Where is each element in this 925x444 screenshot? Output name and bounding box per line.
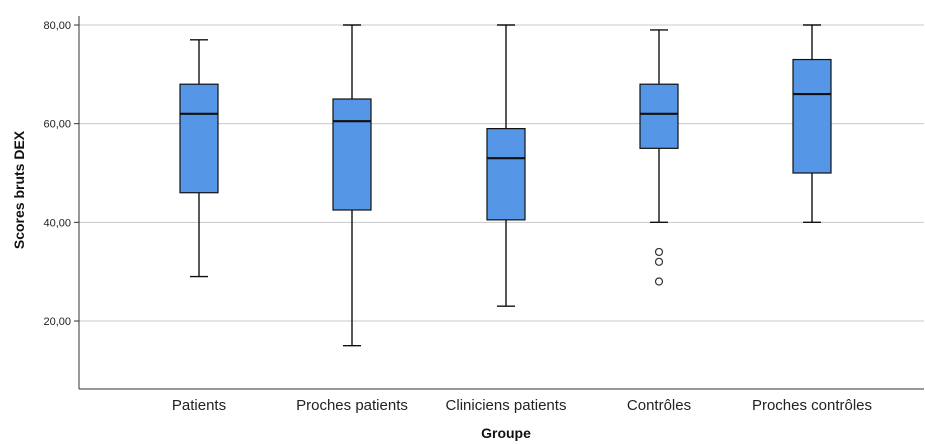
box-5: [792, 24, 832, 224]
x-category-label: Cliniciens patients: [446, 397, 567, 414]
y-tick-label: 40,00: [43, 217, 71, 229]
x-category-label: Contrôles: [627, 397, 691, 414]
outlier-point: [654, 277, 664, 286]
y-axis-ticks: 20,00 40,00 60,00 80,00: [43, 20, 79, 328]
outlier-point: [654, 257, 664, 266]
x-category-label: Proches contrôles: [752, 397, 872, 414]
box-3: [486, 24, 526, 307]
box-2: [332, 24, 372, 347]
y-tick-label: 20,00: [43, 316, 71, 328]
outlier-point: [654, 247, 664, 257]
iqr-box: [332, 98, 372, 211]
box-4: [639, 29, 679, 286]
x-axis-title: Groupe: [481, 425, 531, 441]
iqr-box: [639, 83, 679, 149]
boxes: [179, 24, 832, 347]
box-1: [179, 39, 219, 278]
iqr-box: [179, 83, 219, 194]
x-category-label: Patients: [172, 397, 226, 414]
y-tick-label: 60,00: [43, 119, 71, 131]
iqr-box: [486, 128, 526, 221]
iqr-box: [792, 58, 832, 174]
x-axis-labels: Patients Proches patients Cliniciens patie…: [172, 397, 872, 414]
x-category-label: Proches patients: [296, 397, 408, 414]
y-axis-title: Scores bruts DEX: [11, 130, 27, 249]
y-tick-label: 80,00: [43, 20, 71, 32]
